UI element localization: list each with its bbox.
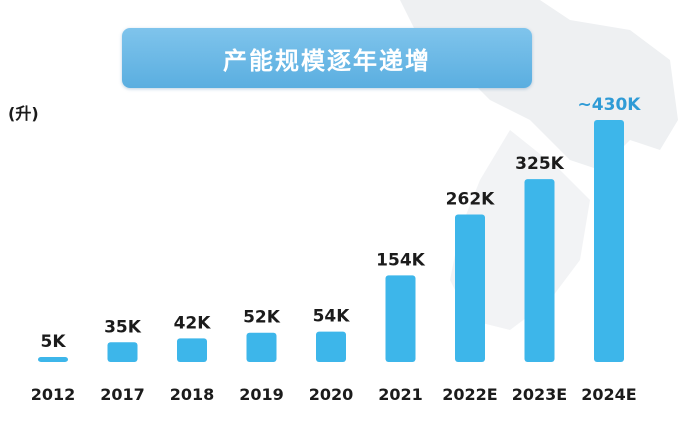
data-label-2023E: 325K [515,154,564,174]
data-label-2022E: 262K [446,190,495,210]
bar-2019 [246,332,277,362]
bar-2018 [177,338,207,362]
x-tick-label-2022E: 2022E [442,385,497,404]
x-tick-label-2021: 2021 [378,385,423,404]
bar-2020 [316,331,346,362]
bar-2022E [455,214,485,362]
bar-2023E [524,179,555,362]
x-tick-label-2019: 2019 [239,385,284,404]
bar-2024E [594,120,624,362]
x-tick-label-2023E: 2023E [512,385,567,404]
bar-2021 [385,275,416,362]
chart-title: 产能规模逐年递增 [223,46,431,75]
bar-2017 [107,342,138,362]
x-tick-label-2012: 2012 [31,385,76,404]
y-axis-unit-label: (升) [8,104,39,123]
data-label-2024E: ~430K [578,95,642,115]
data-label-2012: 5K [40,332,66,352]
data-label-2018: 42K [174,313,212,333]
bar-2012 [38,357,68,362]
chart-title-banner: 产能规模逐年递增 [122,28,532,88]
data-label-2020: 54K [313,307,351,327]
x-tick-label-2018: 2018 [170,385,215,404]
data-label-2019: 52K [243,308,281,328]
x-tick-label-2024E: 2024E [581,385,636,404]
x-tick-label-2020: 2020 [309,385,354,404]
data-label-2017: 35K [104,317,142,337]
data-label-2021: 154K [376,250,425,270]
x-tick-label-2017: 2017 [100,385,145,404]
